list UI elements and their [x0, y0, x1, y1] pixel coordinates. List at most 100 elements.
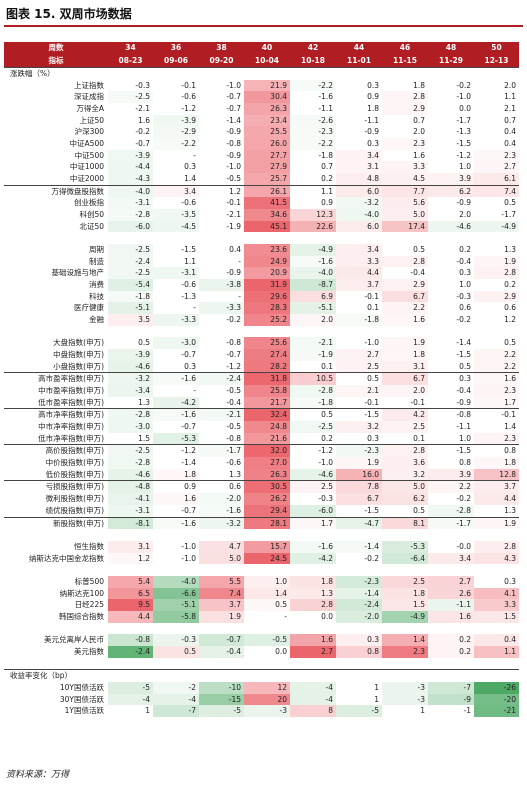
value-cell: 2.2	[474, 360, 519, 373]
value-cell	[244, 326, 290, 338]
value-cell: 1	[374, 682, 379, 692]
value-cell: -4.9	[474, 220, 519, 233]
value-cell	[244, 564, 290, 576]
value-cell: 8.1	[382, 516, 428, 530]
value-cell	[108, 232, 153, 244]
value-cell: -1.2	[456, 150, 471, 160]
value-cell: 30.5	[244, 480, 290, 494]
value-cell: 2.5	[382, 575, 428, 588]
value-cell: -1.1	[456, 422, 471, 432]
value-cell: -4.2	[153, 396, 199, 409]
table-row: 30Y国债活跃 -4 -4 -15 20 -4 1 -3 -9 -20	[4, 693, 519, 706]
header-week-cell: 50	[474, 42, 519, 55]
value-cell: 2.9	[382, 279, 428, 291]
value-cell: -2.1	[199, 408, 244, 422]
value-cell: -1.7	[456, 115, 471, 125]
value-cell: 3.9	[428, 173, 474, 186]
value-cell: -1.0	[181, 541, 196, 551]
value-cell: 10.5	[290, 372, 336, 386]
value-cell: -1.8	[108, 290, 153, 303]
value-cell: -1.6	[153, 372, 199, 386]
value-cell	[153, 232, 199, 244]
market-data-table: 周数 34 36 38 40 42 44 46 48 50 指标 08-23 0…	[4, 42, 519, 717]
table-row: 金融 3.5 -3.3 -0.2 25.2 2.0 -1.8 1.6 -0.2 1.2	[4, 314, 519, 326]
value-cell: 4.8	[336, 173, 382, 186]
value-cell	[382, 326, 428, 338]
value-cell: -5.1	[108, 302, 153, 315]
value-cell: -4	[108, 693, 153, 706]
value-cell: -0.8	[226, 139, 241, 149]
value-cell: 0.3	[184, 361, 196, 371]
value-cell	[382, 658, 428, 670]
value-cell	[199, 564, 244, 576]
value-cell: -3.1	[108, 197, 153, 210]
value-cell: -7	[428, 681, 474, 694]
value-cell	[153, 623, 199, 635]
value-cell: -1.0	[318, 458, 333, 468]
value-cell	[474, 669, 519, 682]
value-cell: 7.4	[474, 184, 519, 198]
value-cell: 1.9	[474, 255, 519, 268]
value-cell: -4.8	[108, 480, 153, 494]
value-cell: -1.3	[456, 127, 471, 137]
table-row: 医疗健康 -5.1- -3.3 28.3 -5.1 0.1 2.2 0.6 0.6	[4, 302, 519, 315]
header-label-indicator: 指标	[4, 54, 108, 68]
value-cell: -4.0	[336, 209, 382, 221]
value-cell: 1.8	[290, 575, 336, 588]
value-cell	[336, 623, 382, 635]
value-cell: -2.4	[199, 372, 244, 386]
value-cell: -3.0	[108, 421, 153, 433]
value-cell: -4.7	[336, 516, 382, 530]
value-cell: 0.0	[321, 611, 333, 621]
table-row: 新股指数(申万) -8.1 -1.6 -3.2 28.1 1.7 -4.7 8.1 -1.7 1.…	[4, 516, 519, 530]
value-cell: 0.7	[504, 115, 516, 125]
value-cell: -2.1	[226, 210, 241, 220]
value-cell: -0.1	[181, 80, 196, 90]
value-cell: 1.2	[504, 315, 516, 325]
value-cell: -4.9	[382, 610, 428, 623]
value-cell: 0.8	[336, 645, 382, 658]
row-label	[4, 564, 108, 576]
value-cell: -1.5	[456, 139, 471, 149]
value-cell: 3.6	[382, 457, 428, 469]
value-cell: -0.9	[364, 127, 379, 137]
value-cell: -	[238, 256, 241, 266]
value-cell: -3.1	[153, 267, 199, 280]
table-row: 万得微盘股指数 -4.0 3.4 1.2 26.1 1.1 6.0 7.7 6.2 7.4	[4, 184, 519, 198]
value-cell: -7	[153, 705, 199, 717]
value-cell: 25.6	[244, 337, 290, 350]
value-cell: 0.2	[428, 634, 474, 646]
value-cell: -0.8	[226, 338, 241, 348]
value-cell: 23.6	[244, 244, 290, 256]
value-cell: 3.7	[199, 599, 244, 611]
value-cell: -3.3	[199, 302, 244, 315]
header-week-cell: 34	[108, 42, 153, 55]
value-cell: 25.8	[244, 385, 290, 397]
value-cell: 5.6	[382, 197, 428, 210]
value-cell: -0.1	[364, 397, 379, 407]
row-label: 中证A500	[69, 139, 104, 149]
value-cell: -0.2	[135, 127, 150, 137]
value-cell	[108, 66, 153, 80]
value-cell: 4.5	[382, 173, 428, 186]
value-cell: -0.1	[226, 198, 241, 208]
value-cell: -2.0	[336, 610, 382, 623]
table-row: 中证500 -3.9 - -0.9 27.7 -1.8 3.4 1.6 -1.2 2.3	[4, 149, 519, 162]
value-cell	[244, 669, 290, 682]
header-date-cell: 08-23	[108, 54, 153, 68]
row-label: 中证1000	[69, 162, 104, 172]
table-row: 美元指数 -2.4 0.5 -0.4 0.0 2.7 0.8 2.3 0.2 1.1	[4, 645, 519, 658]
value-cell: 2.2	[428, 480, 474, 494]
value-cell: 0.7	[321, 162, 333, 172]
spacer-row	[4, 564, 519, 576]
header-row-weeks: 周数 34 36 38 40 42 44 46 48 50	[4, 42, 519, 55]
value-cell: -0.2	[226, 315, 241, 325]
value-cell	[153, 658, 199, 670]
value-cell: -0.6	[181, 198, 196, 208]
value-cell	[199, 326, 244, 338]
value-cell: 41.5	[244, 197, 290, 210]
value-cell: 0.8	[459, 458, 471, 468]
value-cell: -1.4	[456, 338, 471, 348]
value-cell: -4.6	[108, 468, 153, 481]
value-cell: 3.1	[336, 161, 382, 174]
